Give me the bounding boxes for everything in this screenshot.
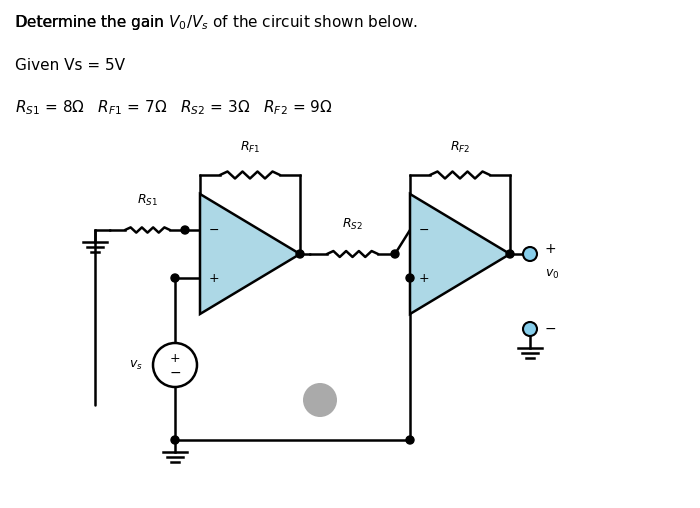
Text: $R_{F1}$: $R_{F1}$ xyxy=(240,140,260,155)
Circle shape xyxy=(171,274,179,282)
Circle shape xyxy=(406,436,414,444)
Circle shape xyxy=(523,247,537,261)
Text: $v_s$: $v_s$ xyxy=(130,359,143,371)
Circle shape xyxy=(523,322,537,336)
Circle shape xyxy=(391,250,399,258)
Text: −: − xyxy=(419,224,429,237)
Text: +: + xyxy=(169,353,181,365)
Text: +: + xyxy=(209,271,219,284)
Circle shape xyxy=(406,274,414,282)
Text: −: − xyxy=(169,366,181,380)
Polygon shape xyxy=(410,194,510,314)
Circle shape xyxy=(506,250,514,258)
Circle shape xyxy=(171,436,179,444)
Text: Determine the gain: Determine the gain xyxy=(15,15,169,29)
Text: $R_{S1}$: $R_{S1}$ xyxy=(137,193,158,208)
Text: −: − xyxy=(209,224,219,237)
Text: $v_0$: $v_0$ xyxy=(545,267,559,280)
Circle shape xyxy=(296,250,304,258)
Text: $R_{S2}$: $R_{S2}$ xyxy=(342,217,363,232)
Circle shape xyxy=(181,226,189,234)
Text: Determine the gain $V_0$/$V_s$ of the circuit shown below.: Determine the gain $V_0$/$V_s$ of the ci… xyxy=(15,13,418,31)
Text: $R_{S1}$ = 8$\Omega$   $R_{F1}$ = 7$\Omega$   $R_{S2}$ = 3$\Omega$   $R_{F2}$ = : $R_{S1}$ = 8$\Omega$ $R_{F1}$ = 7$\Omega… xyxy=(15,99,332,117)
Text: +: + xyxy=(545,242,557,256)
Text: +: + xyxy=(419,271,429,284)
Circle shape xyxy=(303,383,337,417)
Text: −: − xyxy=(545,322,557,336)
Circle shape xyxy=(153,343,197,387)
Text: Given Vs = 5V: Given Vs = 5V xyxy=(15,57,125,73)
Text: $R_{F2}$: $R_{F2}$ xyxy=(450,140,470,155)
Polygon shape xyxy=(200,194,300,314)
